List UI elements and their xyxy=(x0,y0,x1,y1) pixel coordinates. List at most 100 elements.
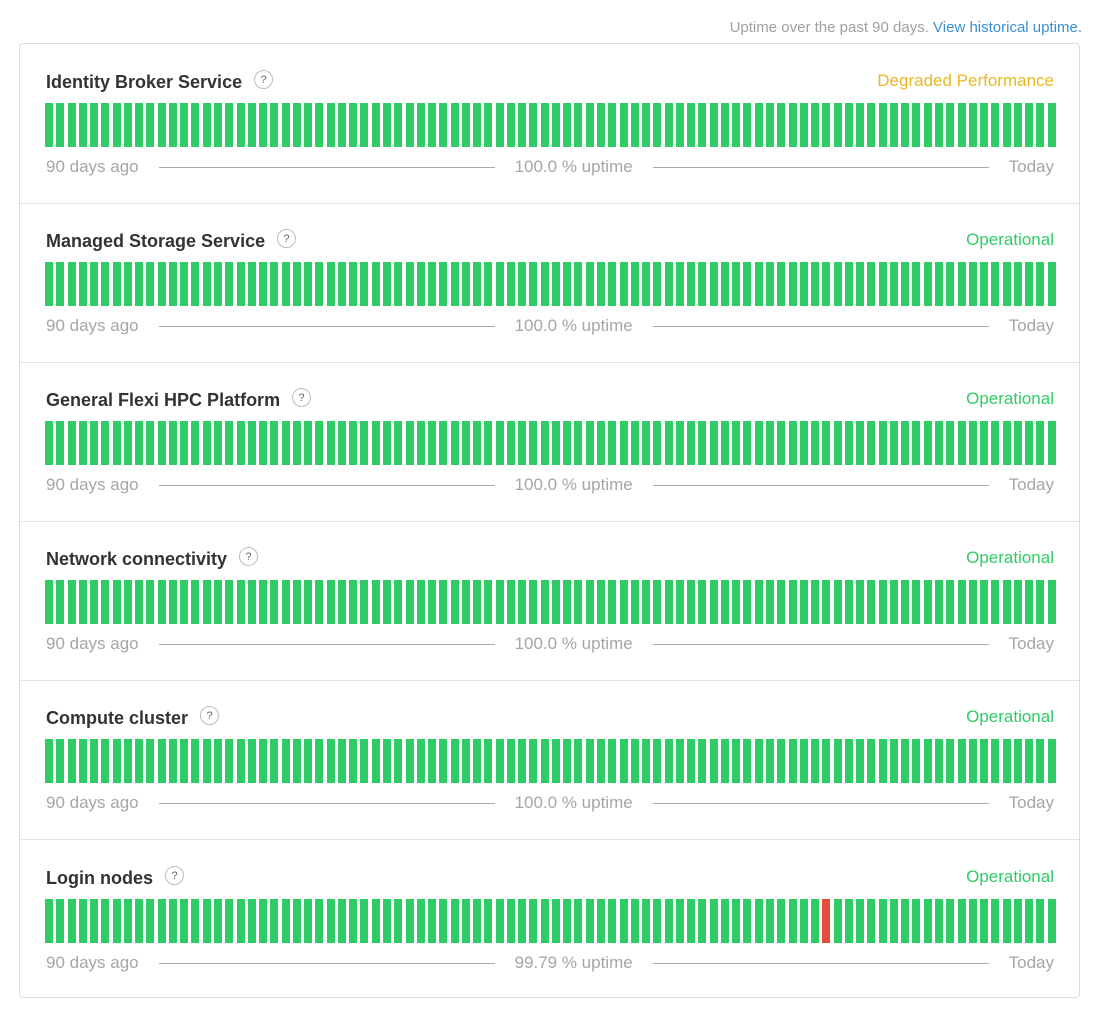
uptime-day-bar[interactable] xyxy=(371,580,380,624)
uptime-day-bar[interactable] xyxy=(518,262,527,306)
uptime-day-bar[interactable] xyxy=(1002,103,1011,147)
uptime-day-bar[interactable] xyxy=(687,739,696,783)
uptime-day-bar[interactable] xyxy=(202,739,211,783)
uptime-day-bar[interactable] xyxy=(608,580,617,624)
uptime-day-bar[interactable] xyxy=(56,421,65,465)
uptime-day-bar[interactable] xyxy=(315,103,324,147)
uptime-day-bar[interactable] xyxy=(67,103,76,147)
uptime-day-bar[interactable] xyxy=(698,262,707,306)
uptime-day-bar[interactable] xyxy=(1013,580,1022,624)
uptime-day-bar[interactable] xyxy=(743,421,752,465)
uptime-day-bar[interactable] xyxy=(1047,103,1056,147)
uptime-day-bar[interactable] xyxy=(349,739,358,783)
uptime-day-bar[interactable] xyxy=(56,899,65,943)
uptime-day-bar[interactable] xyxy=(540,899,549,943)
uptime-day-bar[interactable] xyxy=(529,262,538,306)
uptime-day-bar[interactable] xyxy=(777,421,786,465)
uptime-day-bar[interactable] xyxy=(236,739,245,783)
uptime-day-bar[interactable] xyxy=(90,739,99,783)
uptime-day-bar[interactable] xyxy=(123,739,132,783)
uptime-day-bar[interactable] xyxy=(551,899,560,943)
uptime-day-bar[interactable] xyxy=(90,899,99,943)
uptime-day-bar[interactable] xyxy=(1047,739,1056,783)
uptime-day-bar[interactable] xyxy=(675,103,684,147)
uptime-day-bar[interactable] xyxy=(687,421,696,465)
uptime-day-bar[interactable] xyxy=(484,739,493,783)
uptime-day-bar[interactable] xyxy=(687,262,696,306)
uptime-day-bar[interactable] xyxy=(833,262,842,306)
uptime-day-bar[interactable] xyxy=(867,103,876,147)
uptime-day-bar[interactable] xyxy=(788,421,797,465)
uptime-day-bar[interactable] xyxy=(732,103,741,147)
uptime-day-bar[interactable] xyxy=(889,103,898,147)
uptime-day-bar[interactable] xyxy=(901,899,910,943)
uptime-day-bar[interactable] xyxy=(563,262,572,306)
uptime-day-bar[interactable] xyxy=(1036,899,1045,943)
uptime-day-bar[interactable] xyxy=(574,103,583,147)
uptime-day-bar[interactable] xyxy=(112,262,121,306)
uptime-day-bar[interactable] xyxy=(788,899,797,943)
uptime-day-bar[interactable] xyxy=(754,899,763,943)
uptime-day-bar[interactable] xyxy=(247,103,256,147)
uptime-day-bar[interactable] xyxy=(371,739,380,783)
uptime-day-bar[interactable] xyxy=(371,899,380,943)
uptime-day-bar[interactable] xyxy=(619,262,628,306)
uptime-day-bar[interactable] xyxy=(720,899,729,943)
uptime-day-bar[interactable] xyxy=(675,580,684,624)
uptime-day-bar[interactable] xyxy=(912,262,921,306)
uptime-day-bar[interactable] xyxy=(304,739,313,783)
uptime-day-bar[interactable] xyxy=(912,739,921,783)
uptime-day-bar[interactable] xyxy=(473,262,482,306)
uptime-day-bar[interactable] xyxy=(484,899,493,943)
uptime-day-bar[interactable] xyxy=(889,899,898,943)
uptime-day-bar[interactable] xyxy=(360,739,369,783)
uptime-day-bar[interactable] xyxy=(1013,103,1022,147)
uptime-day-bar[interactable] xyxy=(45,899,53,943)
uptime-day-bar[interactable] xyxy=(337,421,346,465)
uptime-day-bar[interactable] xyxy=(957,262,966,306)
uptime-day-bar[interactable] xyxy=(833,899,842,943)
uptime-day-bar[interactable] xyxy=(157,739,166,783)
uptime-day-bar[interactable] xyxy=(597,103,606,147)
uptime-day-bar[interactable] xyxy=(439,262,448,306)
help-icon[interactable]: ? xyxy=(292,388,312,407)
uptime-day-bar[interactable] xyxy=(213,899,222,943)
uptime-day-bar[interactable] xyxy=(247,262,256,306)
uptime-day-bar[interactable] xyxy=(653,739,662,783)
uptime-day-bar[interactable] xyxy=(946,739,955,783)
uptime-day-bar[interactable] xyxy=(889,580,898,624)
uptime-day-bar[interactable] xyxy=(653,580,662,624)
uptime-day-bar[interactable] xyxy=(259,739,268,783)
uptime-day-bar[interactable] xyxy=(428,262,437,306)
uptime-day-bar[interactable] xyxy=(799,103,808,147)
uptime-day-bar[interactable] xyxy=(428,103,437,147)
uptime-day-bar[interactable] xyxy=(450,262,459,306)
uptime-day-bar[interactable] xyxy=(799,739,808,783)
uptime-day-bar[interactable] xyxy=(326,899,335,943)
uptime-day-bar[interactable] xyxy=(1036,262,1045,306)
uptime-day-bar[interactable] xyxy=(416,899,425,943)
uptime-day-bar[interactable] xyxy=(247,580,256,624)
uptime-day-bar[interactable] xyxy=(642,262,651,306)
uptime-day-bar[interactable] xyxy=(743,739,752,783)
uptime-day-bar[interactable] xyxy=(292,262,301,306)
uptime-day-bar[interactable] xyxy=(844,103,853,147)
uptime-day-bar[interactable] xyxy=(833,739,842,783)
uptime-day-bar[interactable] xyxy=(878,103,887,147)
uptime-day-bar[interactable] xyxy=(529,421,538,465)
uptime-day-bar[interactable] xyxy=(473,103,482,147)
uptime-day-bar[interactable] xyxy=(450,421,459,465)
uptime-day-bar[interactable] xyxy=(1047,580,1056,624)
uptime-day-bar[interactable] xyxy=(934,739,943,783)
uptime-day-bar[interactable] xyxy=(608,262,617,306)
uptime-day-bar[interactable] xyxy=(968,262,977,306)
help-icon[interactable]: ? xyxy=(165,866,184,885)
uptime-day-bar[interactable] xyxy=(901,262,910,306)
uptime-day-bar[interactable] xyxy=(608,899,617,943)
uptime-day-bar[interactable] xyxy=(461,899,470,943)
uptime-day-bar[interactable] xyxy=(856,899,865,943)
uptime-day-bar[interactable] xyxy=(732,899,741,943)
uptime-day-bar[interactable] xyxy=(428,421,437,465)
uptime-day-bar[interactable] xyxy=(56,580,65,624)
uptime-day-bar[interactable] xyxy=(980,262,989,306)
